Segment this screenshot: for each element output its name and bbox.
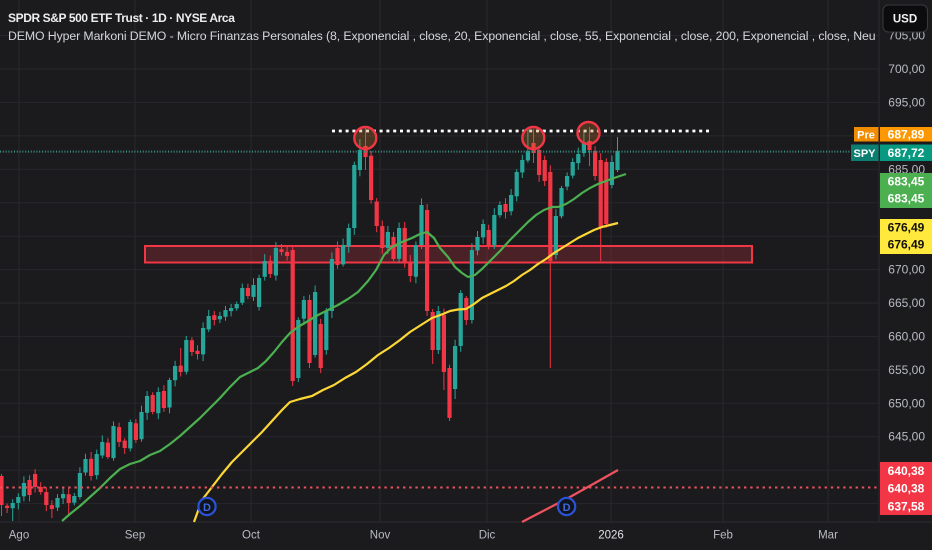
svg-text:640,38: 640,38 — [888, 482, 925, 496]
svg-text:645,00: 645,00 — [888, 430, 925, 444]
svg-text:Mar: Mar — [818, 530, 838, 542]
svg-text:687,89: 687,89 — [888, 128, 925, 142]
svg-text:Sep: Sep — [125, 530, 145, 542]
svg-text:637,58: 637,58 — [888, 500, 925, 514]
svg-text:2026: 2026 — [598, 530, 624, 542]
svg-text:655,00: 655,00 — [888, 363, 925, 377]
svg-text:Feb: Feb — [713, 530, 733, 542]
svg-text:676,49: 676,49 — [888, 221, 925, 235]
svg-text:Ago: Ago — [9, 530, 29, 542]
svg-text:700,00: 700,00 — [888, 62, 925, 76]
svg-text:Pre: Pre — [857, 130, 875, 142]
svg-text:650,00: 650,00 — [888, 396, 925, 410]
svg-text:640,38: 640,38 — [888, 464, 925, 478]
svg-text:676,49: 676,49 — [888, 238, 925, 252]
svg-text:SPDR S&P 500 ETF Trust · 1D ·: SPDR S&P 500 ETF Trust · 1D · NYSE Arca — [8, 11, 235, 25]
svg-text:Dic: Dic — [479, 530, 496, 542]
svg-text:695,00: 695,00 — [888, 95, 925, 109]
svg-text:660,00: 660,00 — [888, 329, 925, 343]
svg-text:Oct: Oct — [242, 530, 261, 542]
svg-text:687,72: 687,72 — [888, 146, 925, 160]
svg-text:683,45: 683,45 — [888, 192, 925, 206]
svg-text:SPY: SPY — [853, 148, 876, 160]
svg-text:D: D — [203, 502, 211, 514]
svg-text:Nov: Nov — [370, 530, 391, 542]
svg-text:USD: USD — [893, 14, 917, 26]
svg-text:D: D — [563, 502, 571, 514]
svg-text:665,00: 665,00 — [888, 296, 925, 310]
svg-text:683,45: 683,45 — [888, 175, 925, 189]
svg-text:DEMO Hyper Markoni DEMO - Micr: DEMO Hyper Markoni DEMO - Micro Finanzas… — [8, 29, 876, 43]
svg-text:685,00: 685,00 — [888, 162, 925, 176]
svg-text:670,00: 670,00 — [888, 263, 925, 277]
